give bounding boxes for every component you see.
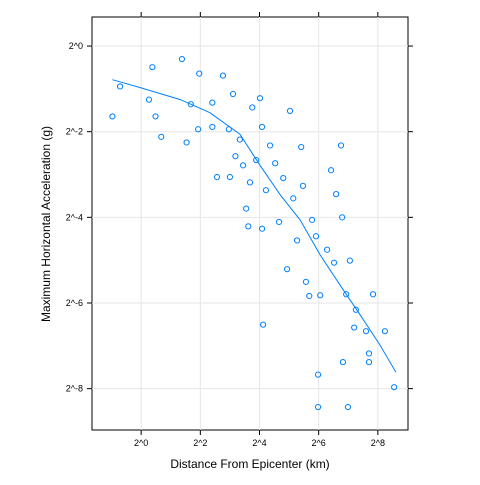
point: [344, 403, 352, 411]
point: [365, 350, 373, 357]
point: [226, 173, 234, 181]
point: [158, 133, 165, 140]
point: [209, 123, 216, 131]
point: [178, 55, 186, 63]
x-axis-label: Distance From Epicenter (km): [170, 457, 329, 471]
point: [286, 107, 294, 115]
point: [243, 205, 250, 212]
point: [317, 292, 324, 299]
point: [369, 291, 377, 298]
point: [290, 195, 297, 202]
point: [109, 113, 116, 120]
point: [209, 99, 216, 106]
point: [183, 139, 190, 146]
point: [283, 266, 291, 273]
point: [116, 83, 124, 90]
point: [309, 216, 316, 223]
point: [187, 101, 194, 108]
point: [275, 218, 283, 226]
point: [149, 64, 156, 71]
point: [343, 291, 350, 298]
point: [346, 257, 353, 264]
point: [327, 167, 335, 174]
point: [314, 371, 322, 378]
y-tick-label: 2^-6: [66, 298, 83, 308]
point: [312, 233, 320, 240]
point: [196, 70, 203, 77]
point: [391, 384, 398, 391]
point: [362, 328, 370, 335]
point: [324, 246, 331, 253]
point: [256, 95, 264, 102]
point: [249, 104, 256, 111]
point: [152, 113, 159, 120]
point: [240, 162, 247, 169]
point: [299, 182, 307, 189]
point: [293, 237, 301, 244]
point: [337, 142, 345, 149]
point: [266, 142, 274, 149]
point: [272, 160, 279, 167]
point: [232, 153, 239, 160]
x-tick-label: 2^4: [252, 438, 266, 448]
point: [246, 179, 254, 186]
point: [236, 136, 243, 143]
point: [298, 143, 305, 151]
point: [229, 90, 237, 98]
point: [339, 359, 347, 366]
x-tick-label: 2^6: [312, 438, 326, 448]
point: [351, 324, 358, 331]
plot-frame: [91, 16, 409, 431]
point: [352, 306, 359, 313]
point: [330, 259, 338, 266]
x-tick-label: 2^0: [134, 438, 148, 448]
fit-line: [112, 79, 397, 373]
point: [145, 96, 153, 103]
y-axis-label: Maximum Horizontal Acceleration (g): [39, 126, 53, 322]
point: [219, 72, 227, 79]
point: [262, 187, 270, 194]
point: [306, 292, 313, 300]
x-tick-label: 2^2: [193, 438, 207, 448]
point: [314, 403, 322, 411]
point: [258, 225, 266, 232]
y-tick-label: 2^-2: [66, 127, 83, 137]
point: [381, 328, 388, 335]
point: [339, 214, 346, 221]
point: [280, 174, 287, 182]
point: [195, 126, 202, 133]
point: [245, 223, 252, 230]
y-tick-label: 2^-4: [66, 212, 83, 222]
y-tick-label: 2^0: [69, 41, 83, 51]
point: [365, 359, 373, 366]
point: [333, 191, 340, 198]
point: [258, 123, 266, 131]
point: [213, 173, 221, 181]
point: [253, 156, 260, 164]
y-tick-label: 2^-8: [66, 384, 83, 394]
point: [259, 321, 267, 328]
x-tick-label: 2^8: [371, 438, 385, 448]
point: [302, 278, 310, 285]
